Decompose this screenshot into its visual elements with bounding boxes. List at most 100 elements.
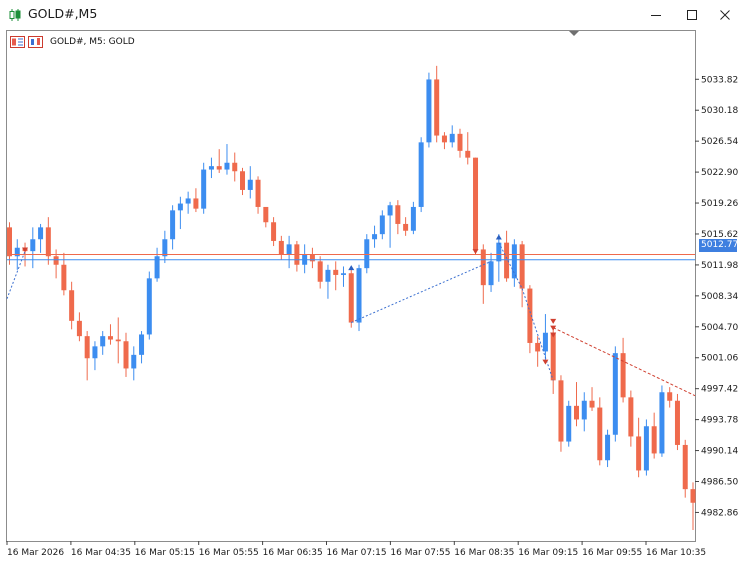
candle-body xyxy=(504,242,510,279)
x-axis-tick-label: 16 Mar 06:35 xyxy=(263,548,323,558)
sell-arrow-icon xyxy=(550,318,557,324)
window-titlebar: GOLD#,M5 xyxy=(0,0,754,30)
candle-body xyxy=(535,342,541,352)
candle-body xyxy=(340,273,346,275)
minimize-button[interactable] xyxy=(641,4,671,26)
candle-body xyxy=(30,239,36,252)
candle-body xyxy=(240,171,246,190)
candle-body xyxy=(107,336,113,340)
candle-body xyxy=(488,261,494,286)
candle-body xyxy=(573,405,579,420)
y-axis-tick-label: 5030.18 xyxy=(701,106,738,116)
candle-body xyxy=(581,400,587,420)
candle-body xyxy=(434,79,440,136)
chart-symbol-label: GOLD#, M5: GOLD xyxy=(50,37,135,47)
y-axis-tick-label: 5008.34 xyxy=(701,292,738,302)
candle-body xyxy=(457,133,463,151)
candle-body xyxy=(45,227,51,257)
y-axis-tick-label: 5022.90 xyxy=(701,168,738,178)
candle-body xyxy=(232,162,238,172)
trade-panel-icon[interactable] xyxy=(10,36,25,48)
candle-body xyxy=(7,227,12,257)
candle-body xyxy=(558,380,564,442)
window-title: GOLD#,M5 xyxy=(28,6,98,21)
candle-body xyxy=(527,288,533,343)
y-axis-tick-label: 4990.14 xyxy=(701,447,738,457)
x-axis-tick-label: 16 Mar 09:15 xyxy=(518,548,578,558)
candle-body xyxy=(682,444,688,490)
y-axis-tick-label: 5004.70 xyxy=(701,323,738,333)
y-axis-tick-label: 5026.54 xyxy=(701,137,738,147)
close-button[interactable] xyxy=(710,4,740,26)
candle-body xyxy=(348,273,354,323)
candle-body xyxy=(426,79,432,143)
candle-body xyxy=(550,332,556,381)
candle-body xyxy=(441,135,447,143)
candle-body xyxy=(208,166,214,170)
minimize-icon xyxy=(651,15,661,16)
candle-body xyxy=(651,426,657,454)
candle-body xyxy=(473,157,479,250)
candle-body xyxy=(224,162,230,170)
chart-header: GOLD#, M5: GOLD xyxy=(10,35,135,49)
trade-history-line xyxy=(498,242,523,289)
candle-body xyxy=(309,254,315,262)
candle-body xyxy=(636,436,642,471)
candle-body xyxy=(271,222,277,241)
candle-body xyxy=(177,203,183,211)
x-axis-tick-label: 16 Mar 09:55 xyxy=(582,548,642,558)
sell-arrow-icon xyxy=(550,332,557,338)
candle-body xyxy=(317,261,323,282)
current-price-tag: 5012.77 xyxy=(699,239,739,252)
candle-body xyxy=(185,198,191,204)
sell-arrow-icon xyxy=(542,359,549,365)
maximize-button[interactable] xyxy=(677,4,707,26)
candle-body xyxy=(193,198,199,209)
trade-history-line xyxy=(521,288,554,381)
x-axis-tick-label: 16 Mar 05:15 xyxy=(135,548,195,558)
candle-body xyxy=(418,142,424,207)
candle-body xyxy=(659,392,665,454)
candle-body xyxy=(519,244,525,289)
chart-shift-marker xyxy=(569,31,579,36)
candle-body xyxy=(100,336,106,347)
buy-arrow-icon xyxy=(495,234,502,240)
candle-body xyxy=(480,249,486,286)
candle-body xyxy=(115,339,121,342)
y-axis-tick-label: 4993.78 xyxy=(701,416,738,426)
y-axis-tick-label: 5033.82 xyxy=(701,75,738,85)
candle-body xyxy=(61,264,67,291)
candle-body xyxy=(356,268,362,323)
candle-body xyxy=(403,223,409,231)
close-icon xyxy=(720,10,730,20)
y-axis-tick-label: 5015.62 xyxy=(701,230,738,240)
chart-icon[interactable] xyxy=(28,36,43,48)
candle-body xyxy=(605,434,611,461)
x-axis-tick-label: 16 Mar 08:35 xyxy=(454,548,514,558)
candle-body xyxy=(395,205,401,224)
candle-body xyxy=(387,205,393,216)
candle-body xyxy=(511,244,517,279)
candle-body xyxy=(123,341,129,369)
candle-body xyxy=(38,227,44,240)
y-axis-tick-label: 4982.86 xyxy=(701,508,738,518)
candle-body xyxy=(449,133,455,143)
candle-body xyxy=(154,256,160,279)
trade-history-line xyxy=(552,327,696,397)
candle-body xyxy=(364,239,370,269)
maximize-icon xyxy=(687,10,697,20)
x-axis-tick-label: 16 Mar 05:55 xyxy=(199,548,259,558)
candle-body xyxy=(286,244,292,255)
candle-body xyxy=(690,489,696,503)
candle-body xyxy=(146,278,152,335)
x-axis-tick-label: 16 Mar 2026 xyxy=(7,548,64,558)
candle-body xyxy=(170,210,176,240)
candle-body xyxy=(216,166,222,170)
trade-history-line xyxy=(351,260,492,324)
candle-body xyxy=(542,332,548,352)
candle-body xyxy=(667,392,673,401)
candle-body xyxy=(92,346,98,359)
candle-body xyxy=(496,242,502,262)
candle-body xyxy=(76,320,82,337)
